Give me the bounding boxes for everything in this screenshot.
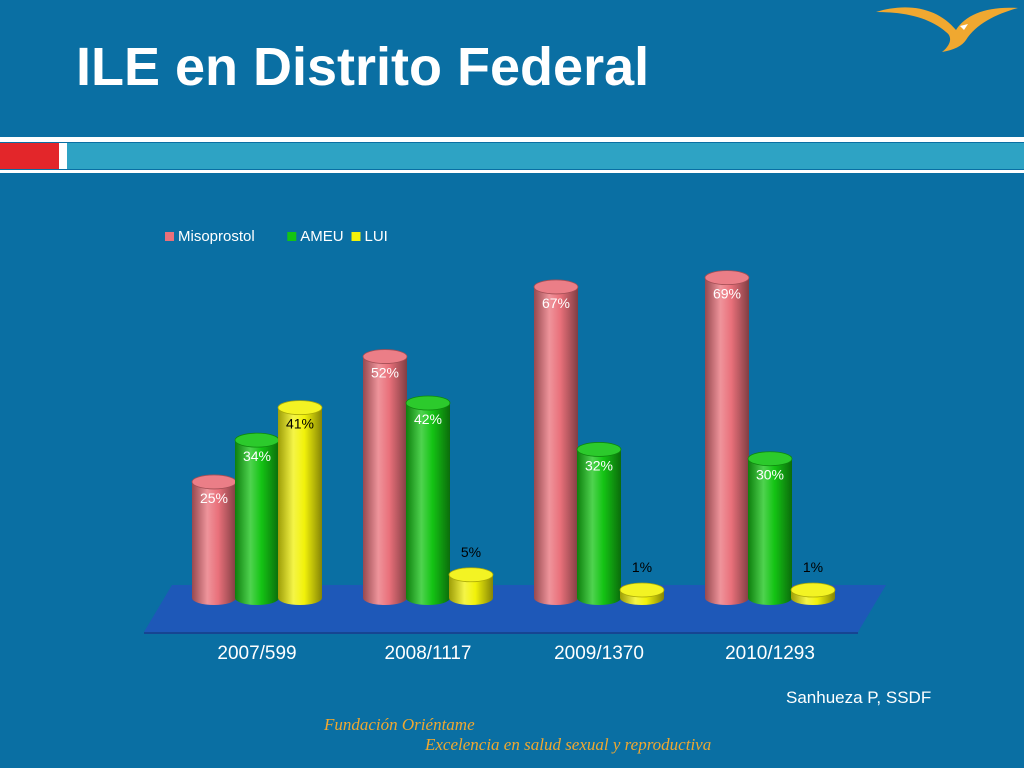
data-label-misoprostol-0: 25%: [200, 490, 228, 506]
bar-top: [405, 395, 451, 411]
bar-ameu-3: [747, 451, 793, 605]
category-label-0: 2007/599: [217, 643, 296, 664]
bar-lui-0: [277, 400, 323, 605]
legend-swatch-1: [287, 232, 297, 241]
bar-misoprostol-2: [533, 279, 579, 605]
bar-top: [790, 582, 836, 598]
legend-swatch-2: [351, 232, 361, 241]
category-label-1: 2008/1117: [385, 643, 472, 664]
header-band-bottom-line: [0, 170, 1024, 173]
legend-label-1: AMEU: [300, 228, 343, 245]
bar-top: [362, 349, 408, 364]
bar-top: [576, 442, 622, 457]
data-label-misoprostol-1: 52%: [371, 365, 399, 381]
bar-body: [192, 481, 236, 605]
bar-top: [533, 279, 579, 295]
seagull-logo-icon: [876, 7, 1018, 52]
category-label-2: 2009/1370: [554, 643, 644, 664]
bar-top: [191, 474, 237, 490]
bar-top: [704, 270, 750, 286]
data-label-misoprostol-2: 67%: [542, 295, 570, 311]
legend-swatch-0: [165, 232, 174, 241]
bar-body: [406, 403, 450, 605]
bar-ameu-1: [405, 395, 451, 605]
category-label-3: 2010/1293: [725, 643, 815, 664]
source-credit: Sanhueza P, SSDF: [786, 688, 932, 707]
data-label-lui-2: 1%: [632, 559, 652, 575]
slide-title: ILE en Distrito Federal: [76, 37, 650, 97]
chart-floor-edge: [144, 632, 858, 634]
organization-name: Fundación Oriéntame: [324, 715, 475, 734]
legend-label-2: LUI: [365, 228, 388, 245]
data-label-misoprostol-3: 69%: [713, 286, 741, 302]
data-label-ameu-3: 30%: [756, 467, 784, 483]
bar-misoprostol-1: [362, 349, 408, 605]
bar-body: [449, 574, 493, 605]
chart-floor: [144, 585, 886, 632]
header-band-separator: [59, 143, 67, 169]
bar-lui-2: [619, 582, 665, 605]
data-label-ameu-1: 42%: [414, 411, 442, 427]
bar-top: [747, 451, 793, 467]
header-band-top-line: [0, 137, 1024, 142]
bar-top: [619, 582, 665, 598]
bar-ameu-2: [576, 442, 622, 605]
bar-misoprostol-0: [191, 474, 237, 605]
organization-tagline: Excelencia en salud sexual y reproductiv…: [425, 735, 712, 754]
bar-body: [363, 356, 407, 605]
legend-label-0: Misoprostol: [178, 228, 255, 245]
bar-body: [705, 277, 749, 605]
header-band-red-block: [0, 143, 59, 169]
data-label-lui-0: 41%: [286, 416, 314, 432]
bar-top: [234, 432, 280, 448]
bar-misoprostol-3: [704, 270, 750, 605]
header-band-teal: [67, 143, 1024, 169]
bar-lui-1: [448, 567, 494, 605]
bar-lui-3: [790, 582, 836, 605]
bar-body: [577, 449, 621, 605]
bar-body: [748, 458, 792, 605]
data-label-lui-3: 1%: [803, 559, 823, 575]
bar-body: [534, 286, 578, 605]
bar-top: [277, 400, 323, 416]
data-label-lui-1: 5%: [461, 544, 481, 560]
bar-top: [448, 567, 494, 583]
bar-body: [278, 407, 322, 605]
data-label-ameu-0: 34%: [243, 448, 271, 464]
data-label-ameu-2: 32%: [585, 457, 613, 473]
bar-body: [235, 440, 279, 605]
